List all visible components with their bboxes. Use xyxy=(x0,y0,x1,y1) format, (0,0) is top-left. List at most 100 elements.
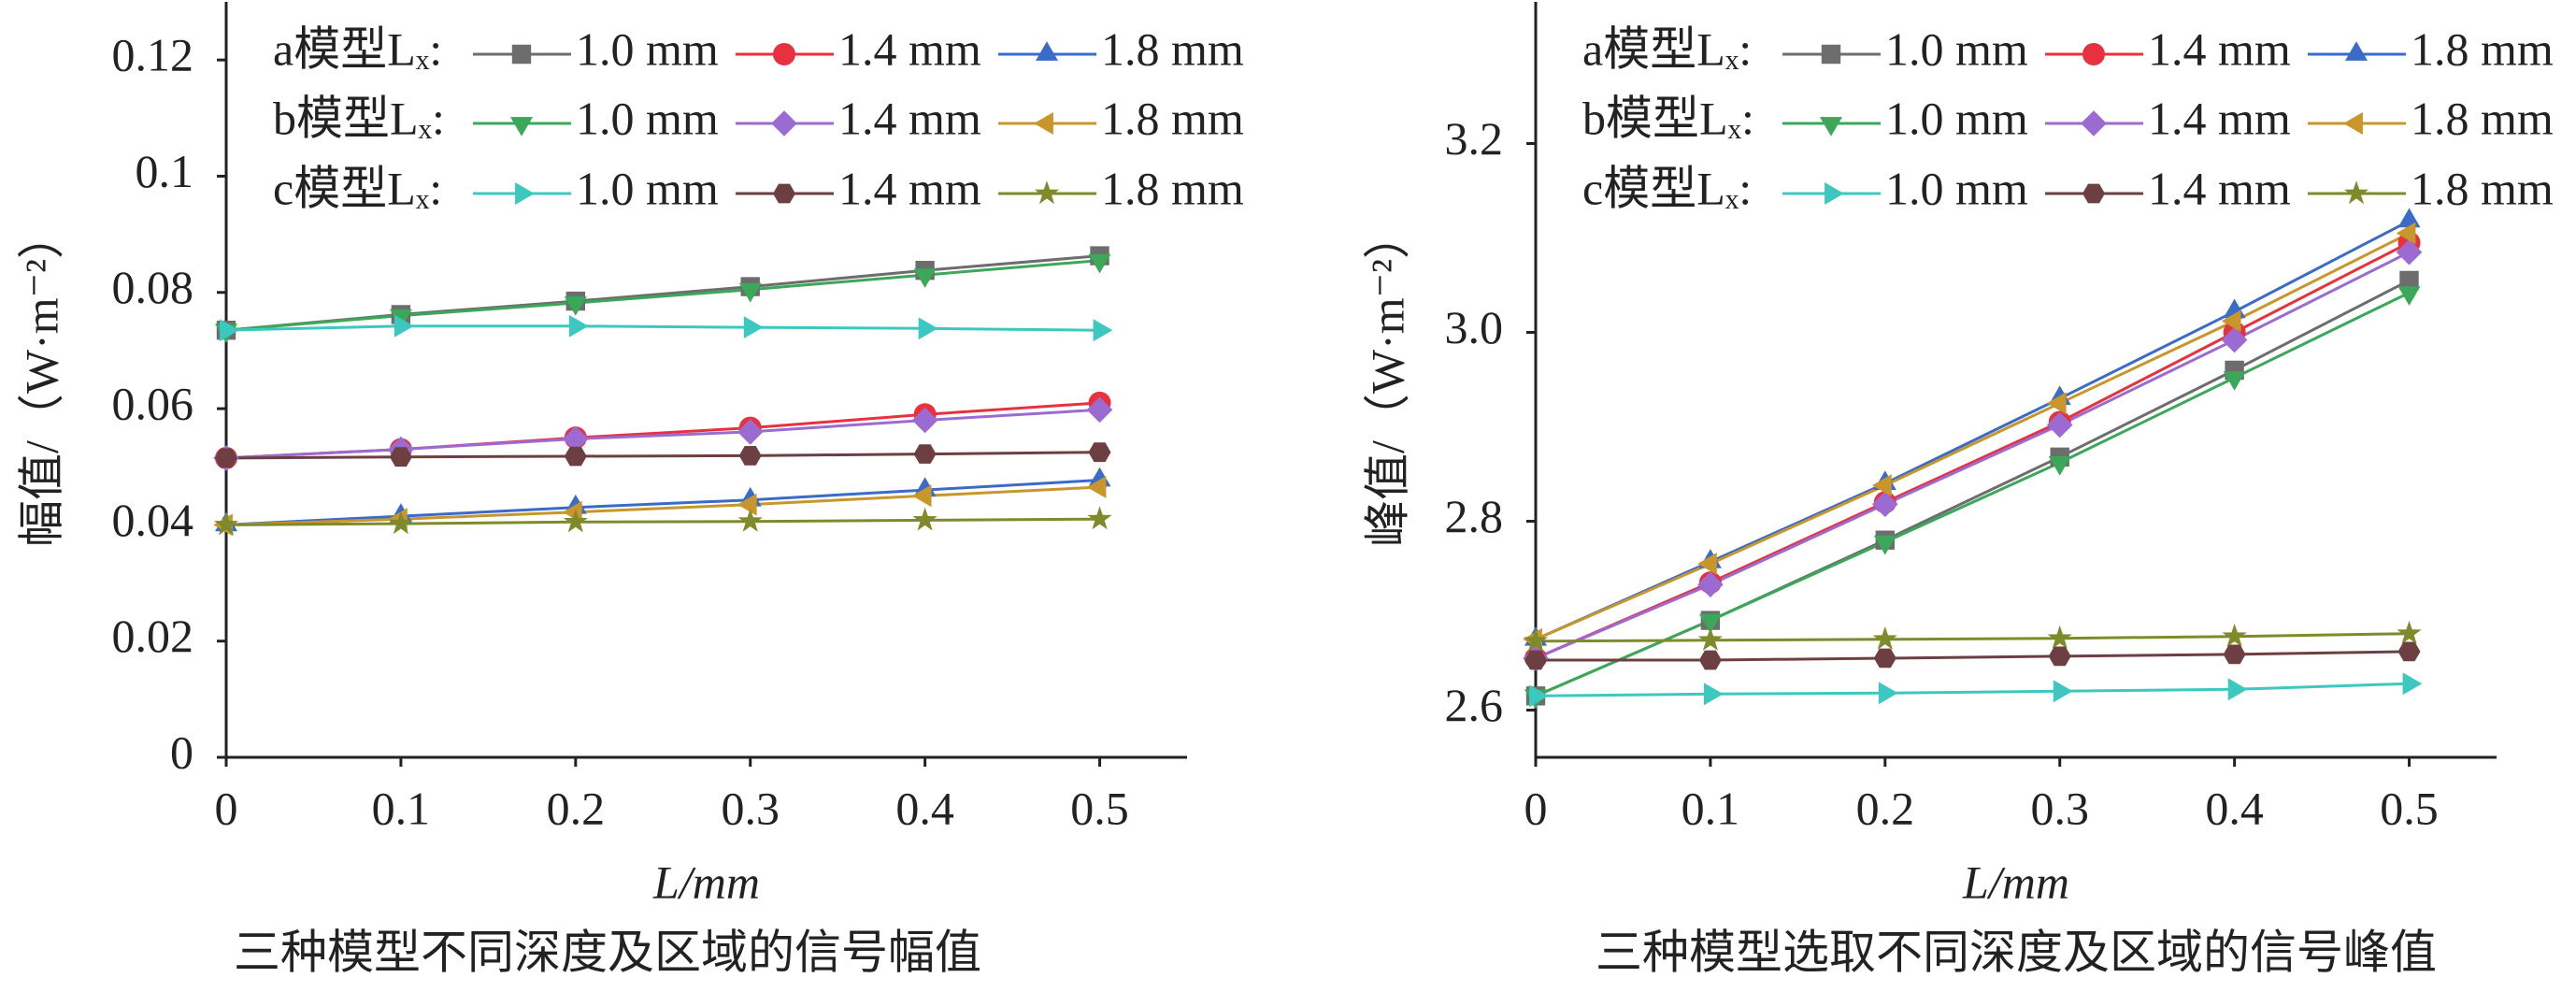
data-point xyxy=(2397,641,2421,662)
data-point xyxy=(1523,628,1549,652)
data-point xyxy=(1872,626,1897,650)
data-point xyxy=(913,268,937,288)
legend-marker xyxy=(773,183,795,204)
series-line xyxy=(225,324,1100,332)
series-line xyxy=(225,408,1100,460)
data-point xyxy=(2046,411,2073,438)
series-line xyxy=(1535,241,2411,660)
legend-label: 1.4 mm xyxy=(2148,162,2291,214)
series-line xyxy=(1535,291,2411,697)
legend-marker xyxy=(1034,180,1060,205)
legend-label: 1.0 mm xyxy=(576,162,719,214)
legend-label: 1.0 mm xyxy=(1885,92,2028,144)
y-axis-title: 幅值/（W·m⁻²） xyxy=(15,212,67,547)
data-point xyxy=(220,319,239,342)
x-tick-label: 0.2 xyxy=(547,782,606,834)
x-tick-label: 0 xyxy=(1524,782,1548,834)
data-point xyxy=(913,444,937,464)
legend-group-label: a模型Lₓ: xyxy=(273,22,442,75)
data-point xyxy=(2223,371,2246,391)
y-tick-label: 0 xyxy=(170,726,193,778)
data-point xyxy=(1524,650,1547,670)
legend-label: 1.4 mm xyxy=(838,92,981,144)
data-point xyxy=(213,511,239,536)
series-line xyxy=(225,401,1100,460)
legend-marker xyxy=(2343,112,2363,135)
legend-marker xyxy=(773,43,795,65)
data-point xyxy=(1697,627,1723,651)
series-line xyxy=(1535,632,2410,643)
data-point xyxy=(1697,571,1724,597)
legend-marker xyxy=(1825,182,1844,205)
data-point xyxy=(564,446,587,467)
data-point xyxy=(215,448,237,468)
data-point xyxy=(1872,474,1892,497)
data-point xyxy=(2053,680,2073,703)
y-tick-label: 3.2 xyxy=(1445,112,1504,165)
data-point xyxy=(1697,553,1717,575)
x-tick-label: 0.5 xyxy=(2380,782,2439,834)
series-line xyxy=(1535,232,2411,641)
data-point xyxy=(1093,319,1113,342)
data-point xyxy=(568,314,589,338)
data-point xyxy=(1872,491,1898,518)
legend-group-label: c模型Lₓ: xyxy=(273,162,442,214)
data-point xyxy=(2396,222,2416,245)
data-point xyxy=(912,507,937,531)
legend-marker xyxy=(1036,41,1058,61)
legend-label: 1.8 mm xyxy=(2411,162,2554,214)
series-line xyxy=(225,259,1100,332)
legend-label: 1.4 mm xyxy=(2148,22,2291,75)
legend-marker xyxy=(2082,43,2105,65)
legend-marker xyxy=(1034,112,1053,135)
legend-marker xyxy=(1821,44,1841,65)
legend-label: 1.0 mm xyxy=(576,22,719,75)
legend-marker xyxy=(511,44,532,65)
legend-label: 1.4 mm xyxy=(838,22,981,75)
legend-marker xyxy=(771,110,797,137)
legend-marker xyxy=(2081,110,2107,137)
x-tick-label: 0.3 xyxy=(2030,782,2089,834)
legend-group-label: b模型Lₓ: xyxy=(273,92,445,144)
data-point xyxy=(2048,646,2071,667)
series-line xyxy=(1535,682,2410,697)
x-tick-label: 0.2 xyxy=(1856,782,1915,834)
data-point xyxy=(1873,648,1896,669)
data-point xyxy=(2397,620,2422,644)
data-point xyxy=(918,317,938,340)
x-axis-title: L/mm xyxy=(1962,855,2069,908)
data-point xyxy=(2227,678,2248,701)
y-axis-title: 峰值/（W·m⁻²） xyxy=(1361,212,1413,547)
caption: 三种模型不同深度及区域的信号幅值 xyxy=(234,926,981,978)
x-tick-label: 0 xyxy=(215,782,238,834)
data-point xyxy=(1088,442,1111,463)
data-point xyxy=(564,296,587,316)
series-line xyxy=(1535,279,2411,697)
legend-label: 1.4 mm xyxy=(2148,92,2291,144)
data-point xyxy=(2222,623,2247,647)
data-point xyxy=(2396,238,2423,266)
y-tick-label: 0.06 xyxy=(112,378,194,430)
series-line xyxy=(225,485,1100,526)
data-point xyxy=(738,282,762,303)
legend-label: 1.0 mm xyxy=(1885,22,2028,75)
legend-marker xyxy=(2082,183,2105,204)
caption: 三种模型选取不同深度及区域的信号峰值 xyxy=(1596,926,2437,978)
series-line xyxy=(1536,650,2410,662)
data-point xyxy=(737,419,764,445)
y-tick-label: 0.12 xyxy=(112,29,194,81)
data-point xyxy=(2399,270,2419,291)
data-point xyxy=(743,316,764,338)
y-tick-label: 0.04 xyxy=(112,494,194,546)
legend-label: 1.8 mm xyxy=(1101,162,1244,214)
legend-marker xyxy=(1820,117,1842,137)
data-point xyxy=(563,509,588,533)
data-point xyxy=(2221,309,2241,333)
legend-group-label: c模型Lₓ: xyxy=(1582,162,1752,214)
data-point xyxy=(1088,253,1111,274)
legend-label: 1.4 mm xyxy=(838,162,981,214)
y-tick-label: 0.1 xyxy=(136,145,194,197)
legend-label: 1.0 mm xyxy=(576,92,719,144)
data-point xyxy=(2048,456,2071,476)
x-tick-label: 0.1 xyxy=(1682,782,1740,834)
